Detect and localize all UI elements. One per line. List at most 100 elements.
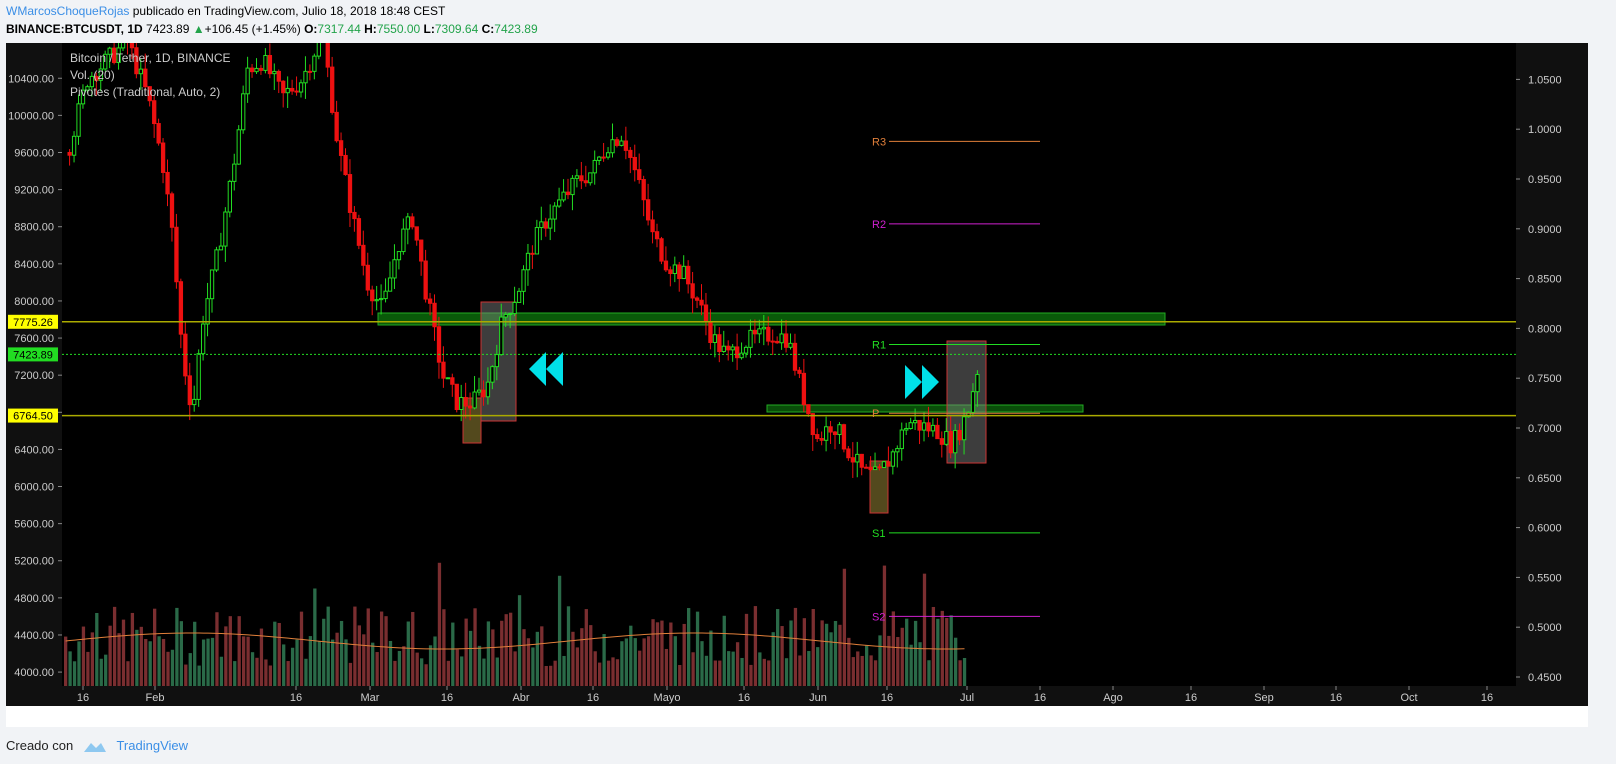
volume-bar [81,626,86,686]
volume-bar [660,620,664,686]
candle-body [917,419,922,431]
candle-body [521,269,526,292]
close-label: C: [481,22,495,36]
volume-bar [268,665,272,686]
volume-bar [228,616,232,686]
volume-bar [509,612,513,686]
volume-bar [504,614,508,686]
candle-body [890,451,896,467]
candle-body [503,313,508,318]
candle-body [637,169,642,181]
candle-body [223,211,228,247]
volume-bar [282,644,286,686]
volume-bar [735,642,740,686]
volume-bar [326,606,330,686]
volume-bar [206,638,210,686]
candle-body [975,374,980,393]
volume-bar [255,657,259,686]
volume-bar [593,651,597,686]
candle-body [98,68,103,81]
candle-body [859,453,864,468]
volume-bar [882,565,887,686]
candle-body [325,33,330,68]
candle-body [152,100,157,125]
legend-pivots: Pivotes (Traditional, Auto, 2) [70,85,220,99]
candle-body [904,428,909,431]
volume-bar [767,660,771,686]
chart-area[interactable]: R3 R2 R1 P S1 S2 4000.00 4400.00 4800.00 5200.00… [6,18,1588,727]
price-label-bg [8,314,58,329]
candle-body [948,431,953,454]
volume-bar [170,649,175,686]
y-tick-label: 5600.00 [14,519,54,531]
candle-body [539,221,544,229]
candle-body [169,193,175,228]
volume-bar [829,632,833,686]
y-right-tick-label: 0.9000 [1528,224,1562,236]
double-right-arrow-icon [905,365,922,399]
volume-bar [611,657,615,686]
footer-brand-link[interactable]: TradingView [116,738,189,753]
volume-bar [184,664,188,686]
close-value: 7423.89 [494,22,538,36]
volume-bar [873,660,878,686]
candle-body [815,434,820,440]
volume-bar [446,660,450,686]
candle-body [588,172,593,184]
candle-body [726,345,731,351]
candle-body [245,67,250,95]
volume-bar [624,638,628,686]
volume-bar [237,616,241,686]
candle-body [690,283,695,299]
y-right-tick-label: 0.9500 [1528,174,1562,186]
candle-body [285,87,290,94]
volume-bar [540,626,544,686]
volume-bar [224,626,228,686]
volume-bar [526,638,531,686]
x-tick-label: 16 [77,692,89,704]
author-link[interactable]: WMarcosChoqueRojas [6,4,130,18]
volume-bar [638,650,642,686]
volume-bar [437,562,442,686]
volume-bar [451,622,455,686]
volume-bar [139,626,143,686]
volume-bar [869,655,873,686]
volume-bar [464,618,468,686]
candle-body [654,231,660,240]
volume-bar [64,636,68,686]
volume-bar [219,656,224,686]
pivot-label-r2: R2 [872,219,886,231]
volume-bar [740,657,744,686]
candle-body [241,93,246,131]
y-right-tick-label: 0.6500 [1528,473,1562,485]
volume-bar [758,652,762,686]
volume-bar [393,660,397,686]
candle-body [205,298,210,325]
volume-bar [833,620,838,686]
y-tick-label: 6000.00 [14,482,54,494]
volume-bar [335,632,339,686]
candle-body [387,277,393,292]
volume-bar [931,606,936,686]
volume-bar [606,660,611,686]
high-label: H: [364,22,377,36]
volume-bar [72,661,77,686]
plot-area[interactable] [6,43,1516,686]
y-axis-left-bar [6,43,62,686]
volume-bar [949,615,953,686]
volume-bar [322,618,326,686]
price-label-bg [8,408,58,423]
volume-bar [353,606,357,686]
candle-body [699,299,704,306]
volume-bar [442,609,446,686]
volume-bar [918,642,922,686]
volume-bar [691,652,695,686]
volume-bar [544,665,548,686]
candle-body [427,298,433,304]
candle-body [445,377,451,380]
volume-bar [784,658,789,686]
price-chart[interactable]: R3 R2 R1 P S1 S2 4000.00 4400.00 4800.00 5200.00… [6,18,1588,727]
candle-body [957,429,962,441]
price-label-7423.89: 7423.89 [13,349,53,361]
y-tick-label: 4000.00 [14,667,54,679]
